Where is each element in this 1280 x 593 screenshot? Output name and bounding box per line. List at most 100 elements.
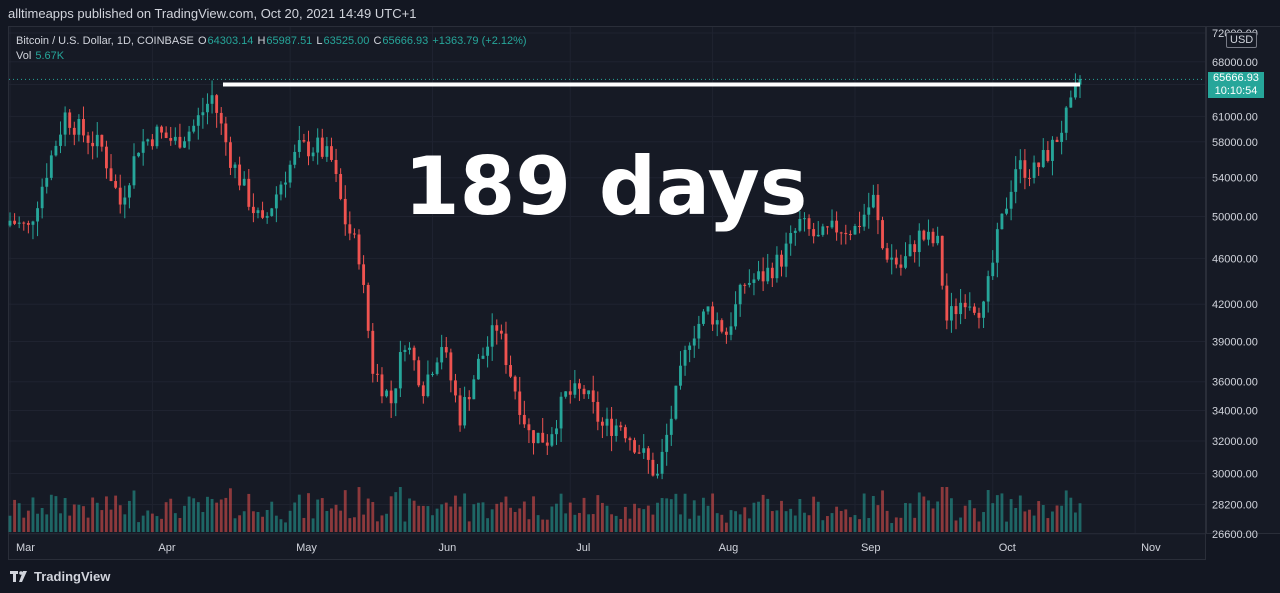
candle-body	[954, 306, 958, 315]
volume-bar	[1005, 521, 1008, 532]
volume-bar	[1018, 495, 1022, 532]
volume-bar	[8, 515, 12, 532]
volume-bar	[982, 512, 985, 532]
candle-body	[31, 221, 35, 225]
volume-bar	[674, 493, 678, 532]
time-scale[interactable]	[8, 534, 1206, 560]
candle-body	[499, 330, 503, 334]
volume-bar	[91, 497, 95, 532]
volume-bar	[288, 510, 292, 532]
volume-bar	[293, 502, 297, 532]
volume-bar	[233, 518, 237, 532]
volume-bar	[173, 513, 177, 532]
volume-bar	[1028, 509, 1031, 532]
currency-badge[interactable]: USD	[1226, 32, 1258, 48]
volume-bar	[160, 518, 163, 532]
volume-bar	[940, 487, 944, 532]
volume-bar	[812, 496, 816, 532]
volume-bar	[1069, 497, 1073, 532]
candle-body	[343, 198, 347, 225]
volume-bar	[532, 496, 535, 532]
candle-body	[949, 306, 953, 321]
volume-bar	[890, 523, 894, 532]
candle-body	[803, 218, 806, 220]
volume-bar	[784, 511, 788, 532]
candle-body	[963, 302, 967, 308]
legend-open-value: 64303.14	[207, 35, 254, 47]
annotation-text[interactable]: 189 days	[404, 140, 808, 233]
volume-bar	[398, 487, 402, 532]
volume-bar	[848, 517, 852, 532]
volume-bar	[826, 516, 829, 532]
candle-body	[711, 306, 715, 325]
volume-bar	[274, 515, 278, 532]
legend-change: +1363.79 (+2.12%)	[432, 35, 527, 47]
candle-body	[284, 182, 287, 185]
volume-bar	[564, 513, 568, 532]
candle-body	[591, 390, 595, 402]
volume-bar	[853, 515, 857, 532]
volume-bar	[284, 522, 287, 532]
candle-body	[894, 257, 898, 265]
candle-body	[219, 112, 223, 124]
volume-bar	[697, 515, 701, 532]
candle-body	[927, 231, 930, 240]
volume-bar	[545, 519, 549, 532]
candle-body	[904, 256, 907, 268]
volume-bar	[22, 517, 26, 532]
volume-bar	[913, 517, 917, 532]
volume-bar	[720, 514, 724, 532]
candle-body	[734, 304, 738, 327]
tradingview-logo-icon	[10, 570, 27, 582]
candle-body	[325, 146, 329, 157]
legend-symbol[interactable]: Bitcoin / U.S. Dollar, 1D, COINBASE	[16, 35, 194, 47]
candle-body	[518, 391, 522, 415]
volume-bar	[114, 495, 118, 532]
volume-bar	[86, 517, 90, 532]
volume-bar	[651, 514, 655, 532]
last-price-value: 65666.93	[1213, 72, 1259, 84]
candle-body	[793, 230, 797, 233]
volume-bar	[394, 492, 398, 532]
price-scale[interactable]	[1206, 26, 1280, 534]
volume-bar	[371, 502, 375, 532]
candle-body	[968, 306, 972, 308]
candle-body	[743, 284, 747, 286]
candle-body	[1037, 162, 1041, 168]
candle-body	[1041, 150, 1045, 168]
candle-body	[251, 206, 255, 214]
volume-bar	[63, 498, 67, 532]
volume-bar	[481, 502, 485, 532]
volume-bar	[894, 517, 898, 532]
candle-body	[509, 365, 512, 377]
volume-bar	[729, 510, 733, 532]
volume-bar	[68, 515, 72, 532]
volume-bar	[642, 509, 646, 532]
candle-body	[26, 223, 30, 225]
volume-bar	[440, 504, 444, 532]
candle-body	[224, 123, 228, 143]
volume-bar	[77, 504, 81, 532]
candle-body	[137, 152, 141, 157]
volume-bar	[467, 521, 471, 532]
legend-volume-value: 5.67K	[35, 50, 65, 62]
volume-bar	[59, 513, 62, 532]
volume-bar	[431, 515, 434, 532]
tradingview-logo[interactable]: TradingView	[10, 569, 110, 584]
volume-bar	[927, 500, 930, 532]
candle-body	[444, 347, 448, 353]
candle-body	[40, 186, 44, 209]
volume-bar	[132, 490, 136, 532]
candle-body	[674, 385, 678, 419]
volume-bar	[316, 499, 320, 532]
legend-volume-row: Vol 5.67K	[16, 49, 528, 64]
volume-bar	[766, 498, 770, 532]
candle-body	[114, 181, 118, 188]
volume-bar	[908, 503, 912, 532]
candle-body	[633, 440, 636, 453]
candle-body	[688, 345, 692, 350]
volume-bar	[899, 517, 903, 532]
volume-bar	[972, 508, 976, 532]
legend-low-value: 63525.00	[323, 35, 370, 47]
volume-bar	[1046, 518, 1050, 532]
